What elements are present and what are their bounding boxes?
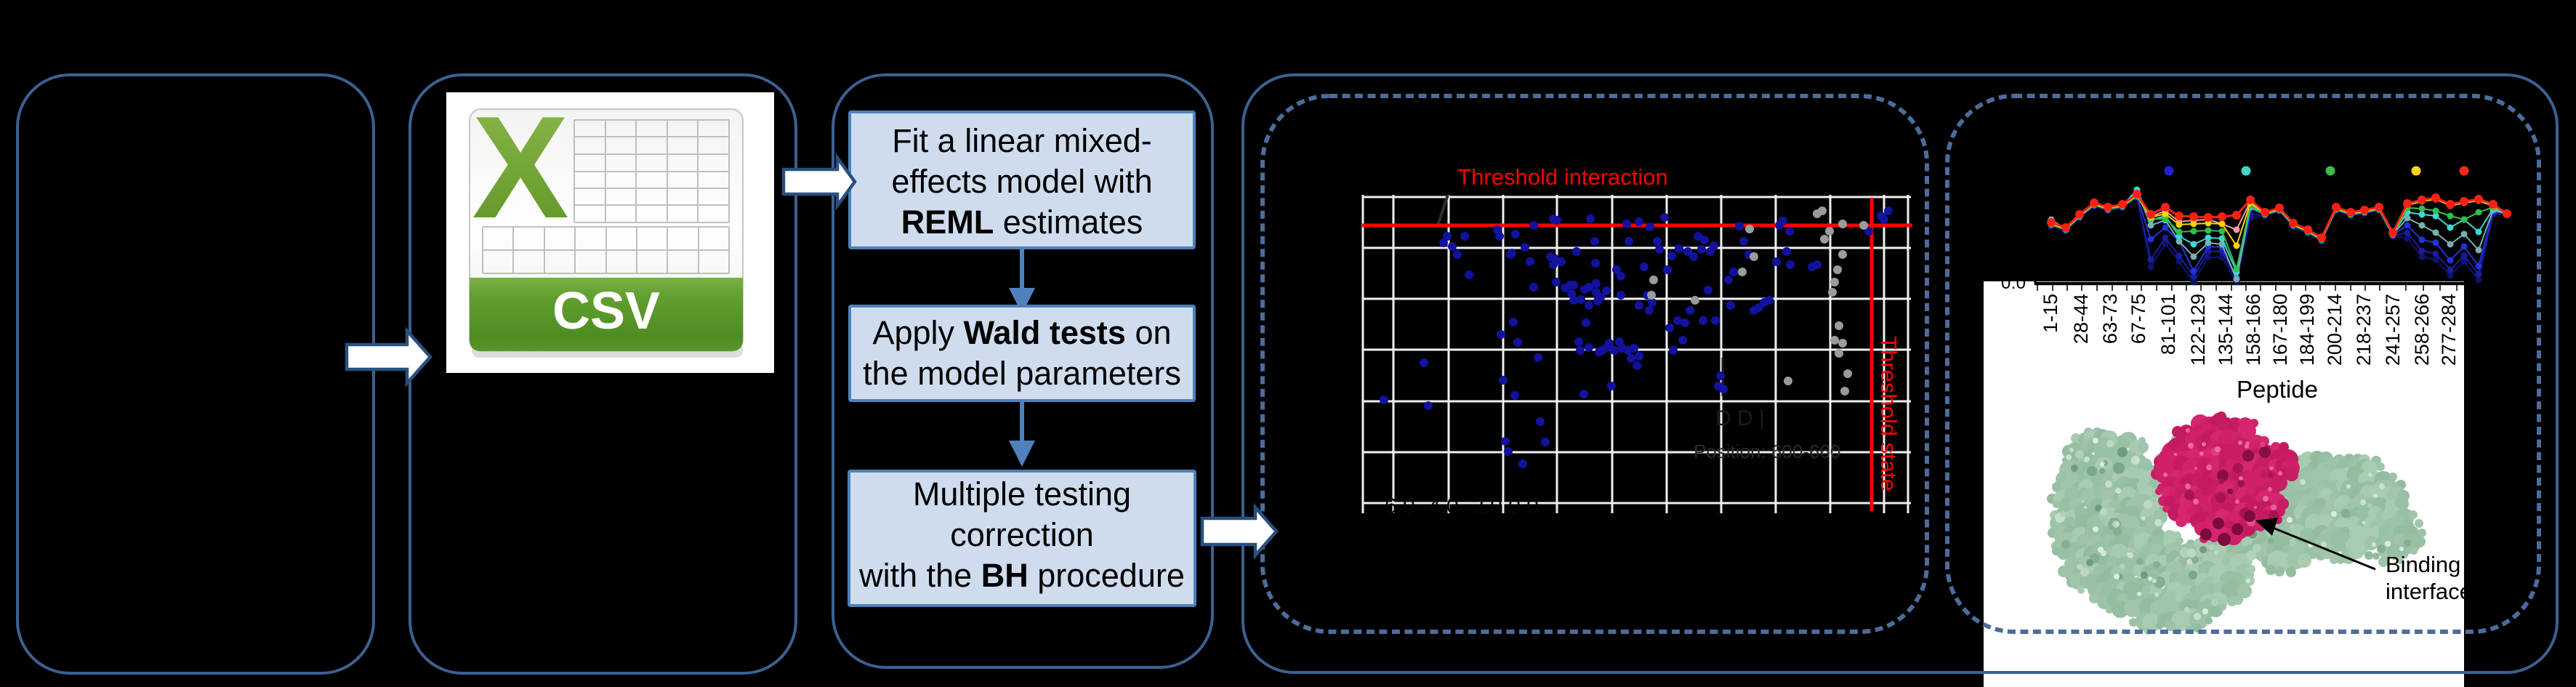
svg-text:1-15: 1-15: [2040, 294, 2061, 333]
svg-text:218-237: 218-237: [2353, 294, 2375, 366]
svg-text:with the BH procedure: with the BH procedure: [858, 557, 1185, 594]
svg-text:Peptide: Peptide: [2237, 376, 2318, 403]
svg-text:258-266: 258-266: [2411, 294, 2433, 366]
svg-text:the model parameters: the model parameters: [863, 355, 1181, 392]
svg-text:-6.0 -4.0 -2.0 0.0: -6.0 -4.0 -2.0 0.0: [1377, 494, 1539, 518]
svg-text:167-180: 167-180: [2269, 294, 2291, 366]
svg-text:Binding: Binding: [2386, 552, 2460, 577]
svg-text:D D |: D D |: [1715, 406, 1765, 430]
svg-text:200-214: 200-214: [2324, 294, 2346, 366]
svg-text:Threshold state: Threshold state: [1876, 336, 1901, 491]
svg-text:interface: interface: [2386, 579, 2472, 604]
svg-text:Threshold interaction: Threshold interaction: [1457, 164, 1668, 190]
svg-text:135-144: 135-144: [2215, 294, 2237, 366]
svg-text:Apply Wald tests on: Apply Wald tests on: [872, 314, 1171, 351]
svg-text:0.0: 0.0: [2001, 273, 2026, 293]
svg-text:Multiple testing: Multiple testing: [913, 475, 1131, 513]
svg-text:81-101: 81-101: [2157, 294, 2179, 355]
svg-text:122-129: 122-129: [2187, 294, 2209, 366]
svg-text:X: X: [472, 87, 568, 249]
svg-text:63-73: 63-73: [2099, 294, 2121, 344]
svg-text:67-75: 67-75: [2128, 294, 2149, 344]
svg-text:Position: 600-660: Position: 600-660: [1694, 441, 1840, 462]
svg-text:CSV: CSV: [552, 282, 660, 340]
svg-text:REML estimates: REML estimates: [901, 204, 1143, 241]
svg-text:effects model with: effects model with: [891, 163, 1152, 200]
svg-text:28-44: 28-44: [2070, 294, 2092, 344]
svg-text:correction: correction: [950, 516, 1094, 553]
svg-text:Fit a linear mixed-: Fit a linear mixed-: [892, 122, 1152, 159]
svg-text:241-257: 241-257: [2382, 294, 2404, 366]
svg-text:184-199: 184-199: [2296, 294, 2318, 366]
svg-text:277-284: 277-284: [2438, 294, 2460, 366]
svg-text:158-166: 158-166: [2242, 294, 2264, 366]
